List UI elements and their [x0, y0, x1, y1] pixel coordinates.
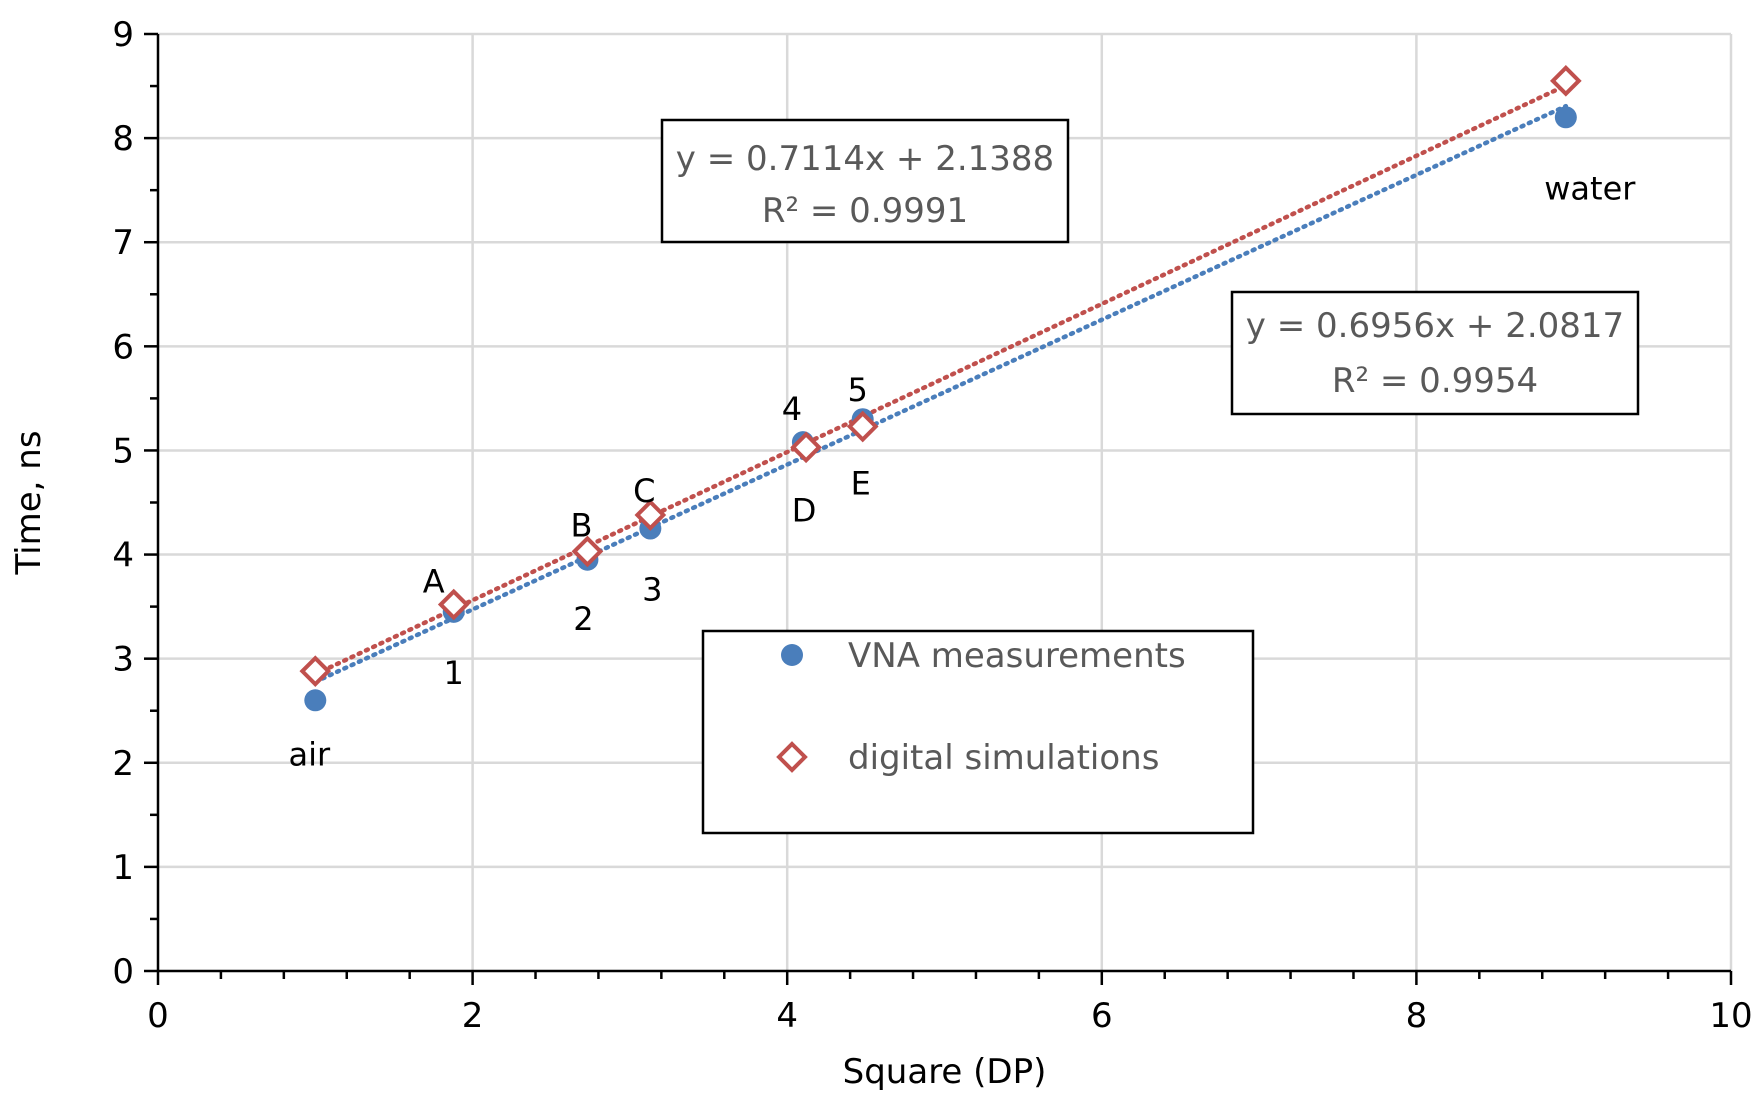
point-digital-4 [790, 431, 822, 464]
y-tick-label-3: 3 [112, 640, 134, 680]
x-tick-label-4: 4 [776, 996, 798, 1036]
trendline-digital [313, 83, 1569, 677]
trendline-equation-box-simulations: y = 0.7114x + 2.1388 R² = 0.9991 [660, 118, 1070, 244]
y-tick-label-1: 1 [112, 848, 134, 888]
y-tick-label-9: 9 [112, 15, 134, 55]
y-axis-title: Time, ns [9, 430, 49, 575]
legend-simulations-marker [776, 741, 808, 773]
legend-vna-marker [781, 644, 803, 666]
y-tick-label-6: 6 [112, 327, 134, 367]
point-label-layer: air 1 2 3 4 5 water A B C DE [288, 169, 1636, 773]
legend: VNA measurements digital simulations [701, 629, 1255, 835]
point-digital-1 [437, 588, 470, 621]
r-squared-vna: R² = 0.9954 [1332, 361, 1538, 401]
point-label-1: 1 [444, 654, 464, 692]
y-tick-label-4: 4 [112, 536, 134, 576]
point-label-d: D [792, 491, 817, 529]
trendline-equation-box-vna: y = 0.6956x + 2.0817 R² = 0.9954 [1230, 290, 1640, 416]
x-tick-label-2: 2 [462, 996, 484, 1036]
point-digital-6 [1550, 65, 1582, 97]
marker-layer [299, 65, 1582, 712]
y-tick-label-5: 5 [112, 431, 134, 471]
point-label-5: 5 [848, 371, 868, 409]
point-label-water: water [1544, 169, 1636, 207]
x-tick-label-0: 0 [147, 996, 169, 1036]
y-tick-label-0: 0 [112, 952, 134, 992]
point-vna-0 [304, 689, 327, 712]
point-digital-2 [571, 535, 604, 568]
x-axis-title: Square (DP) [843, 1052, 1047, 1092]
point-digital-0 [299, 655, 332, 687]
axis-layer: 0 1 2 3 4 5 6 7 8 9 0 2 4 6 8 10 Square (DP) Time, ns [9, 15, 1753, 1092]
legend-simulations-label: digital simulations [848, 738, 1159, 778]
point-label-3: 3 [642, 571, 662, 609]
y-tick-label-7: 7 [112, 223, 134, 263]
point-label-e: E [851, 464, 871, 502]
equation-vna: y = 0.6956x + 2.0817 [1246, 306, 1624, 346]
equation-simulations: y = 0.7114x + 2.1388 [676, 139, 1054, 179]
point-label-a: A [423, 563, 445, 601]
y-tick-label-2: 2 [112, 744, 134, 784]
point-label-4: 4 [782, 390, 802, 428]
trendline-vna [313, 103, 1569, 685]
x-tick-label-10: 10 [1709, 996, 1752, 1036]
point-label-c: C [633, 472, 655, 510]
point-label-b: B [570, 506, 592, 544]
point-label-2: 2 [573, 600, 593, 638]
point-digital-5 [846, 410, 879, 443]
legend-vna-label: VNA measurements [848, 636, 1186, 676]
point-label-air: air [288, 735, 331, 773]
trendline-layer [313, 83, 1569, 685]
x-tick-label-8: 8 [1406, 996, 1428, 1036]
r-squared-simulations: R² = 0.9991 [762, 191, 968, 231]
y-tick-label-8: 8 [112, 119, 134, 159]
x-tick-label-6: 6 [1091, 996, 1113, 1036]
point-vna-6 [1554, 106, 1577, 129]
point-digital-3 [634, 499, 667, 531]
